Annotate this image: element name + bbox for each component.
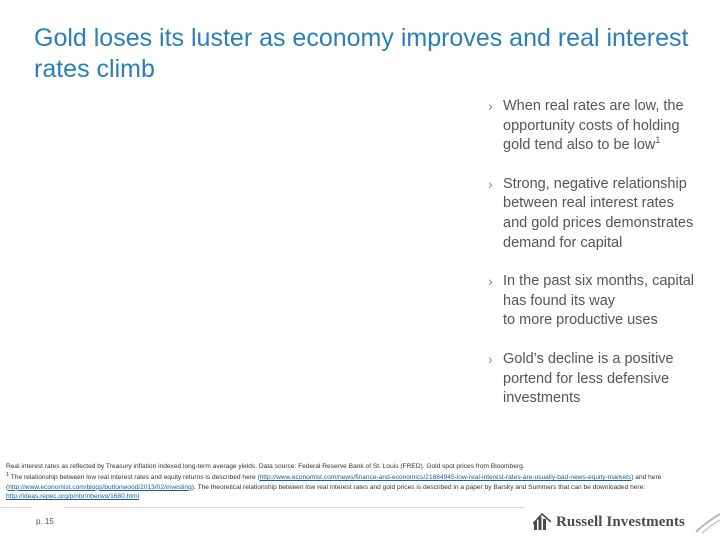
slide-title: Gold loses its luster as economy improve… <box>34 24 689 83</box>
footer-divider-right <box>64 507 524 508</box>
footnote-text-b: ) and here ( <box>6 474 662 491</box>
footnote-source: Real interest rates as reflected by Trea… <box>6 463 525 470</box>
bullet-marker-icon: › <box>488 350 493 367</box>
footnote-link-economist-buttonwood[interactable]: http://www.economist.com/blogs/buttonwoo… <box>8 483 192 491</box>
bullet-marker-icon: › <box>488 273 493 290</box>
page-number: p. 15 <box>36 517 54 526</box>
logo-text: Russell Investments <box>556 513 685 530</box>
bullet-marker-icon: › <box>488 175 493 192</box>
bullet-text: Gold’s decline is a positive portend for… <box>503 350 674 407</box>
bullet-text: In the past six months, capital has foun… <box>503 273 695 329</box>
footer-divider-left <box>0 507 32 508</box>
bullet-item: › Strong, negative relationship between r… <box>488 175 720 253</box>
bullet-item: › Gold’s decline is a positive portend fo… <box>488 350 720 409</box>
russell-investments-logo: Russell Investments <box>533 511 685 533</box>
russell-logo-icon <box>533 513 551 530</box>
footnote-link-nber-paper[interactable]: http://ideas.repec.org/p/nbr/nberwo/1680… <box>6 493 140 501</box>
bullet-item: › In the past six months, capital has fou… <box>488 272 720 331</box>
footnotes: Real interest rates as reflected by Trea… <box>6 462 714 501</box>
footnote-text-a: The relationship between low real intere… <box>9 474 260 482</box>
bullet-marker-icon: › <box>488 98 493 114</box>
bullet-list: › When real rates are low, the opportunit… <box>488 97 720 428</box>
bullet-item: › When real rates are low, the opportunit… <box>488 97 720 156</box>
bullet-footnote-ref: 1 <box>655 135 661 146</box>
footnote-1: 1 The relationship between low real inte… <box>6 471 714 501</box>
footnote-link-economist-equity[interactable]: http://www.economist.com/news/finance-an… <box>259 474 632 482</box>
corner-swoosh-icon <box>695 513 720 534</box>
bullet-text: When real rates are low, the opportunity… <box>503 98 684 154</box>
footnote-text-c: ). The theoretical relationship between … <box>191 483 646 491</box>
footnote-marker: 1 <box>6 472 10 479</box>
bullet-text: Strong, negative relationship between re… <box>503 175 694 251</box>
